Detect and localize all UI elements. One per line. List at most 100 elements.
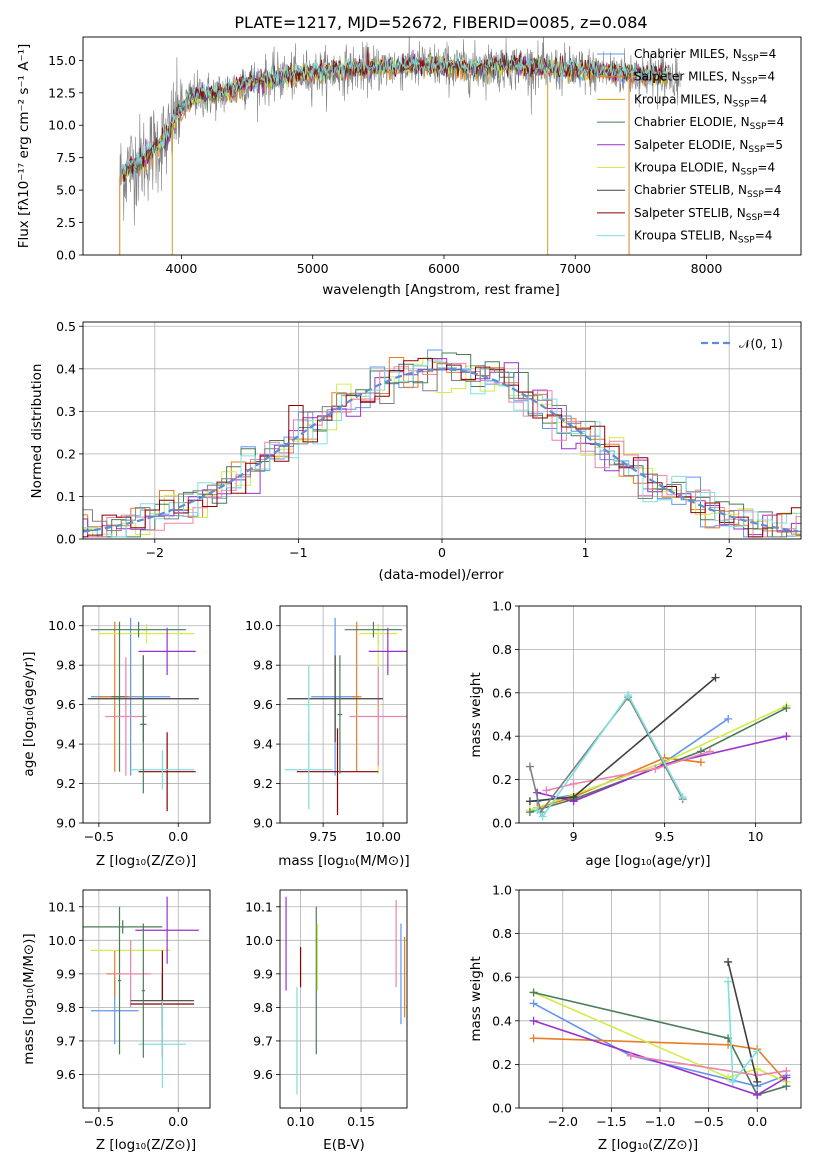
plus-marker xyxy=(529,999,538,1008)
y-tick-label: 9.9 xyxy=(253,966,273,981)
weight-vs-age-x-label: age [log₁₀(age/yr)] xyxy=(585,853,710,869)
residuals-y-label: Normed distribution xyxy=(29,364,45,499)
y-tick-label: 9.7 xyxy=(56,1033,76,1048)
mass-vs-z-x-label: Z [log₁₀(Z/Z⊙)] xyxy=(96,1137,196,1153)
x-tick-label: −1 xyxy=(289,545,307,560)
y-tick-label: 0.2 xyxy=(56,446,76,461)
weight-line xyxy=(529,676,717,803)
y-tick-label: 0.6 xyxy=(492,685,512,700)
weight-line xyxy=(533,991,787,1096)
frame-layer xyxy=(79,36,802,1112)
x-tick-label: 0.0 xyxy=(747,1114,767,1129)
y-tick-label: 7.5 xyxy=(56,150,76,165)
y-tick-label: 9.6 xyxy=(253,1067,273,1082)
y-tick-label: 0.2 xyxy=(492,772,512,787)
plus-marker xyxy=(538,812,547,821)
residuals-x-label: (data-model)/error xyxy=(378,567,504,583)
plus-marker xyxy=(753,1090,762,1099)
y-tick-label: 0.0 xyxy=(492,1101,512,1116)
y-tick-label: 12.5 xyxy=(48,85,76,100)
y-tick-label: 0.1 xyxy=(56,489,76,504)
y-tick-label: 9.4 xyxy=(253,737,273,752)
hist-step-pink xyxy=(83,362,801,538)
y-tick-label: 10.0 xyxy=(245,618,273,633)
hist-step-salpeter-elodie xyxy=(83,358,801,538)
mass-vs-z-y-label: mass [log₁₀(M/M⊙)] xyxy=(21,933,37,1064)
y-tick-label: 0.0 xyxy=(492,816,512,831)
plus-marker xyxy=(782,732,791,741)
x-tick-label: 0.0 xyxy=(168,829,188,844)
x-tick-label: 9.5 xyxy=(655,829,675,844)
x-tick-label: 9.75 xyxy=(309,829,337,844)
y-tick-label: 1.0 xyxy=(492,599,512,614)
y-tick-label: 10.0 xyxy=(48,933,76,948)
age-vs-z-x-label: Z [log₁₀(Z/Z⊙)] xyxy=(96,853,196,869)
legend-entry: Chabrier STELIB, NSSP=4 xyxy=(634,183,782,200)
y-tick-label: 9.2 xyxy=(253,776,273,791)
legend-entry: Salpeter MILES, NSSP=4 xyxy=(634,70,775,87)
y-tick-label: 9.8 xyxy=(56,658,76,673)
x-tick-label: 0.0 xyxy=(168,1114,188,1129)
x-tick-label: 1 xyxy=(582,545,590,560)
spectrum-model-kroupa-stelib xyxy=(122,53,667,175)
plus-marker xyxy=(753,1077,762,1086)
hist-step-salpeter-stelib xyxy=(83,357,801,538)
plus-marker xyxy=(782,1082,791,1091)
weight-line xyxy=(727,961,758,1082)
plus-marker xyxy=(529,1034,538,1043)
legend-entry: Salpeter ELODIE, NSSP=5 xyxy=(634,138,783,155)
y-tick-label: 9.4 xyxy=(56,737,76,752)
x-tick-label: 6000 xyxy=(428,261,460,276)
age-vs-z-y-label: age [log₁₀(age/yr)] xyxy=(21,651,37,776)
x-tick-label: 0.10 xyxy=(287,1114,315,1129)
y-tick-label: 9.8 xyxy=(56,1000,76,1015)
y-tick-label: 1.0 xyxy=(492,883,512,898)
plus-marker xyxy=(724,714,733,723)
plus-marker xyxy=(782,1066,791,1075)
y-tick-label: 9.8 xyxy=(253,1000,273,1015)
y-tick-label: 0.4 xyxy=(492,1013,512,1028)
legend-entry: Kroupa STELIB, NSSP=4 xyxy=(634,229,772,246)
legend-entry: Chabrier MILES, NSSP=4 xyxy=(634,47,776,64)
y-tick-label: 0.4 xyxy=(56,361,76,376)
legend-entry: Salpeter STELIB, NSSP=4 xyxy=(634,206,780,223)
data-layer xyxy=(82,37,801,1099)
plot-frame xyxy=(82,36,802,256)
spectrum-data-line xyxy=(119,37,681,226)
x-tick-label: 2 xyxy=(725,545,733,560)
y-tick-label: 0.8 xyxy=(492,642,512,657)
plus-marker xyxy=(624,690,633,699)
y-tick-label: 10.1 xyxy=(245,899,273,914)
plot-frame xyxy=(518,605,802,824)
x-tick-label: 0 xyxy=(438,545,446,560)
mass-vs-ebv-x-label: E(B-V) xyxy=(323,1137,365,1153)
plus-marker xyxy=(529,1016,538,1025)
plus-marker xyxy=(525,808,534,817)
y-tick-label: 5.0 xyxy=(56,183,76,198)
weight-line xyxy=(529,695,684,814)
y-tick-label: 9.0 xyxy=(253,816,273,831)
plus-marker xyxy=(569,779,578,788)
y-tick-label: 0.6 xyxy=(492,970,512,985)
age-vs-mass-x-label: mass [log₁₀(M/M⊙)] xyxy=(278,853,409,869)
y-tick-label: 9.8 xyxy=(253,658,273,673)
y-tick-label: 9.7 xyxy=(253,1033,273,1048)
spectrum-title: PLATE=1217, MJD=52672, FIBERID=0085, z=0… xyxy=(234,13,647,32)
y-tick-label: 9.0 xyxy=(56,816,76,831)
x-tick-label: −0.5 xyxy=(693,1114,723,1129)
spectrum-model-salpeter-stelib xyxy=(122,46,667,182)
weight-vs-age-y-label: mass weight xyxy=(468,672,484,757)
plot-frame xyxy=(279,605,408,824)
plus-marker xyxy=(728,1077,737,1086)
x-tick-label: 9 xyxy=(570,829,578,844)
plus-marker xyxy=(753,1047,762,1056)
spectrum-lines xyxy=(119,37,681,255)
y-tick-label: 10.0 xyxy=(48,118,76,133)
y-tick-label: 15.0 xyxy=(48,53,76,68)
x-tick-label: 10 xyxy=(748,829,764,844)
plus-marker xyxy=(696,758,705,767)
y-tick-label: 0.5 xyxy=(56,319,76,334)
plus-marker xyxy=(724,957,733,966)
y-tick-label: 10.0 xyxy=(48,618,76,633)
legend-entry: Kroupa MILES, NSSP=4 xyxy=(634,92,767,109)
